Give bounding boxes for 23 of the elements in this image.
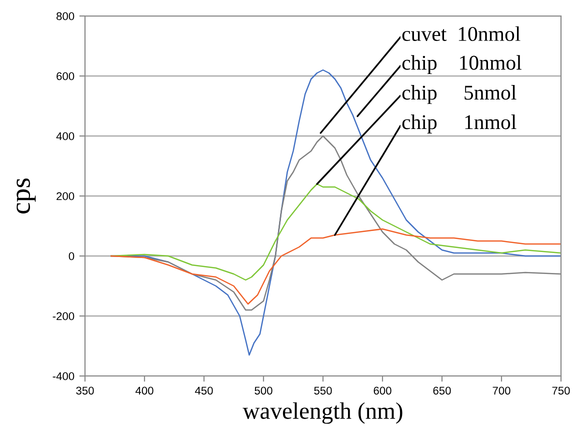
annotation: chip 5nmol [402,85,516,104]
line-series [110,228,561,305]
y-tick-label: -400 [52,372,74,380]
x-tick-label: 650 [433,386,451,395]
annotation: chip 10nmol [402,55,522,74]
y-tick-label: 0 [68,252,74,260]
y-tick-label: 800 [56,12,74,20]
y-axis-title: cps [16,178,36,214]
x-tick-label: 600 [374,386,392,395]
x-tick-label: 700 [492,386,510,395]
y-tick-label: 400 [56,132,74,140]
x-tick-label: 400 [135,386,154,395]
y-tick-label: 200 [56,192,74,200]
y-tick-label: -200 [52,312,74,320]
x-axis-title: wavelength (nm) [242,402,402,424]
x-tick-label: 750 [552,386,570,395]
x-tick-label: 450 [194,386,213,395]
x-tick-label: 500 [254,386,272,395]
y-tick-label: 600 [56,72,74,80]
annotation: chip 1nmol [402,114,516,134]
x-tick-label: 350 [76,386,94,395]
x-tick-label: 550 [314,386,332,395]
annotation: cuvet 10nmol [402,26,520,42]
